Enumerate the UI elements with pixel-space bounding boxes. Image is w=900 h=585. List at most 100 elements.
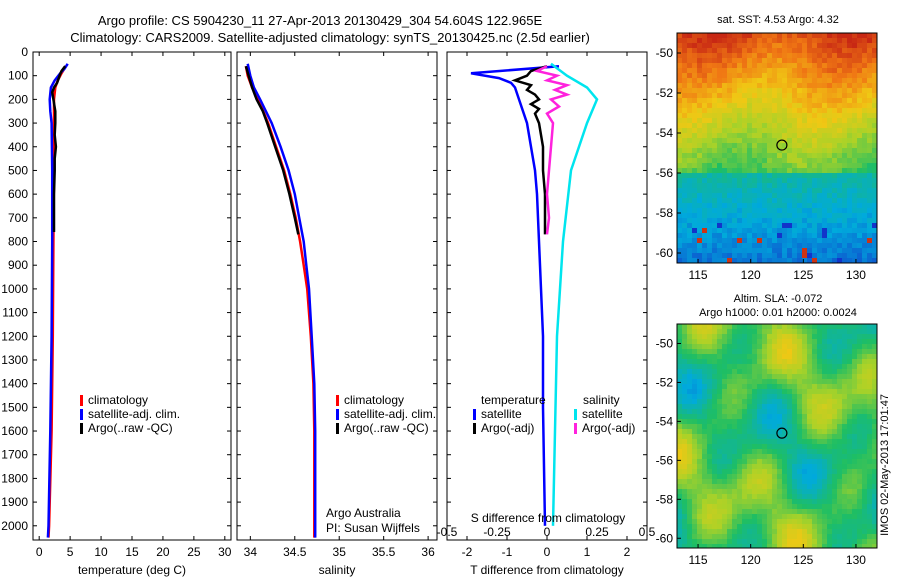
- map-cell: [767, 73, 773, 79]
- map-cell: [767, 233, 773, 239]
- map-y-tick-label: -56: [656, 453, 674, 467]
- map-cell: [807, 334, 813, 340]
- map-cell: [852, 464, 858, 470]
- map-cell: [852, 158, 858, 164]
- map-cell: [817, 128, 823, 134]
- map-cell: [802, 133, 808, 139]
- map-cell: [807, 509, 813, 515]
- map-cell: [872, 389, 877, 395]
- map-cell: [727, 133, 733, 139]
- map-cell: [872, 534, 877, 540]
- map-cell: [677, 58, 683, 64]
- map-cell: [737, 123, 743, 129]
- map-cell: [707, 389, 713, 395]
- map-cell: [812, 108, 818, 114]
- map-cell: [842, 439, 848, 445]
- map-cell: [857, 529, 863, 535]
- map-cell: [682, 544, 688, 548]
- map-cell: [752, 409, 758, 415]
- map-cell: [677, 524, 683, 530]
- map-cell: [702, 434, 708, 440]
- map-cell: [707, 479, 713, 485]
- map-cell: [867, 198, 873, 204]
- map-cell: [772, 203, 778, 209]
- map-cell: [832, 93, 838, 99]
- map-cell: [692, 399, 698, 405]
- map-cell: [837, 489, 843, 495]
- map-cell: [702, 499, 708, 505]
- map-cell: [717, 404, 723, 410]
- map-cell: [702, 439, 708, 445]
- map-cell: [702, 489, 708, 495]
- map-cell: [742, 424, 748, 430]
- map-cell: [782, 429, 788, 435]
- map-cell: [757, 133, 763, 139]
- map-cell: [862, 228, 868, 234]
- map-cell: [782, 464, 788, 470]
- map-cell: [747, 173, 753, 179]
- map-cell: [757, 98, 763, 104]
- map-cell: [682, 504, 688, 510]
- map-cell: [802, 148, 808, 154]
- map-cell: [702, 183, 708, 189]
- map-cell: [737, 354, 743, 360]
- map-cell: [857, 474, 863, 480]
- map-cell: [772, 123, 778, 129]
- map-cell: [742, 489, 748, 495]
- map-cell: [677, 238, 683, 244]
- map-cell: [707, 499, 713, 505]
- map-cell: [742, 108, 748, 114]
- map-cell: [847, 489, 853, 495]
- map-cell: [797, 444, 803, 450]
- map-cell: [827, 519, 833, 525]
- map-cell: [792, 78, 798, 84]
- map-cell: [822, 484, 828, 490]
- map-cell: [687, 519, 693, 525]
- map-cell: [722, 539, 728, 545]
- map-cell: [732, 369, 738, 375]
- map-cell: [712, 163, 718, 169]
- map-cell: [732, 243, 738, 249]
- map-cell: [842, 454, 848, 460]
- map-cell: [807, 529, 813, 535]
- map-cell: [777, 514, 783, 520]
- map-cell: [697, 499, 703, 505]
- map-cell: [827, 459, 833, 465]
- map-cell: [747, 203, 753, 209]
- map-cell: [792, 93, 798, 99]
- map-cell: [722, 349, 728, 355]
- map-cell: [717, 369, 723, 375]
- map-cell: [837, 494, 843, 500]
- map-cell: [832, 494, 838, 500]
- map-cell: [807, 58, 813, 64]
- map-cell: [722, 464, 728, 470]
- map-cell: [792, 238, 798, 244]
- map-cell: [697, 178, 703, 184]
- map-cell: [722, 78, 728, 84]
- map-cell: [862, 334, 868, 340]
- map-cell: [822, 359, 828, 365]
- map-cell: [812, 404, 818, 410]
- map-cell: [727, 188, 733, 194]
- map-cell: [797, 354, 803, 360]
- map-cell: [792, 404, 798, 410]
- map-cell: [782, 208, 788, 214]
- map-cell: [872, 349, 877, 355]
- map-cell: [792, 213, 798, 219]
- map-cell: [852, 153, 858, 159]
- map-cell: [692, 424, 698, 430]
- map-cell: [872, 218, 877, 224]
- map-cell: [782, 93, 788, 99]
- map-cell: [702, 339, 708, 345]
- map-cell: [692, 208, 698, 214]
- map-cell: [802, 103, 808, 109]
- map-cell: [687, 374, 693, 380]
- map-cell: [757, 213, 763, 219]
- map-cell: [692, 78, 698, 84]
- map-cell: [677, 133, 683, 139]
- map-cell: [677, 88, 683, 94]
- map-cell: [702, 143, 708, 149]
- map-cell: [767, 329, 773, 335]
- map-cell: [872, 178, 877, 184]
- map-cell: [782, 459, 788, 465]
